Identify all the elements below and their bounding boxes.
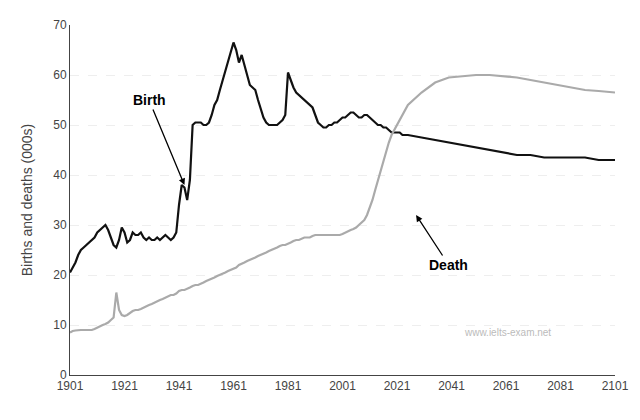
svg-text:20: 20	[53, 268, 67, 282]
svg-text:10: 10	[53, 318, 67, 332]
svg-text:2021: 2021	[384, 379, 411, 393]
svg-text:1921: 1921	[111, 379, 138, 393]
svg-text:2101: 2101	[602, 379, 629, 393]
svg-text:30: 30	[53, 218, 67, 232]
svg-text:1901: 1901	[57, 379, 84, 393]
svg-text:Births and deaths (000s): Births and deaths (000s)	[19, 124, 35, 277]
svg-text:70: 70	[53, 18, 67, 32]
svg-text:www.ielts-exam.net: www.ielts-exam.net	[464, 327, 551, 338]
svg-text:50: 50	[53, 118, 67, 132]
svg-text:1961: 1961	[220, 379, 247, 393]
svg-text:40: 40	[53, 168, 67, 182]
svg-text:Birth: Birth	[133, 92, 166, 108]
svg-text:60: 60	[53, 68, 67, 82]
svg-text:2001: 2001	[329, 379, 356, 393]
svg-text:2081: 2081	[547, 379, 574, 393]
svg-text:2061: 2061	[493, 379, 520, 393]
svg-text:Death: Death	[429, 257, 468, 273]
svg-text:2041: 2041	[438, 379, 465, 393]
svg-text:0: 0	[60, 368, 67, 382]
svg-text:1981: 1981	[275, 379, 302, 393]
svg-text:1941: 1941	[166, 379, 193, 393]
